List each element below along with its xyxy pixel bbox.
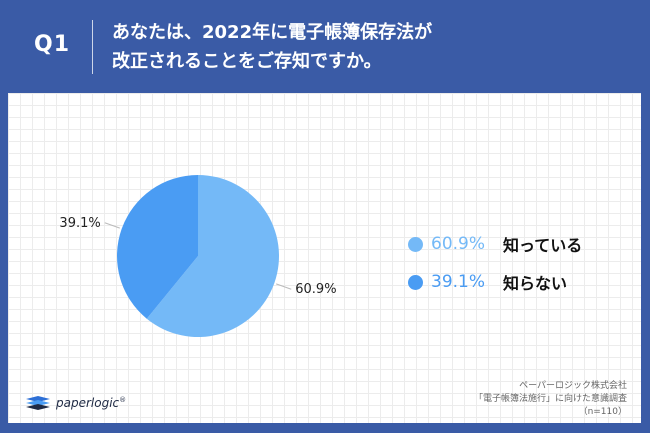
legend-item-known: 60.9% 知っている <box>408 229 582 259</box>
credit-company: ペーパーロジック株式会社 <box>519 381 627 391</box>
pie-slice-1 <box>146 175 279 337</box>
question-text: あなたは、2022年に電子帳簿保存法が 改正されることをご存知ですか。 <box>112 18 632 76</box>
slice-data-label: 39.1% <box>59 216 100 231</box>
slice-data-label: 60.9% <box>295 282 336 297</box>
legend-dot-icon <box>408 274 423 290</box>
legend-percent: 60.9% <box>431 234 486 254</box>
leader-line <box>276 283 292 290</box>
pie-chart: 60.9% 39.1% <box>59 175 337 337</box>
question-line-1: あなたは、2022年に電子帳簿保存法が <box>112 22 433 43</box>
paperlogic-logo: paperlogic® <box>24 395 126 411</box>
stack-icon <box>26 396 50 410</box>
question-number: Q1 <box>34 32 71 57</box>
legend-dot-icon <box>408 236 423 252</box>
credit-sample-size: （n=110） <box>578 407 627 417</box>
survey-credit: ペーパーロジック株式会社 「電子帳簿法施行」に向けた意識調査 （n=110） <box>474 380 627 419</box>
question-line-2: 改正されることをご存知ですか。 <box>112 51 382 72</box>
legend-label: 知っている <box>503 236 583 255</box>
legend-percent: 39.1% <box>431 272 486 292</box>
chart-card: 60.9% 39.1% 60.9% 知っている 39.1% 知らない paperl… <box>8 93 641 423</box>
credit-survey: 「電子帳簿法施行」に向けた意識調査 <box>473 394 627 404</box>
legend-label: 知らない <box>503 274 568 293</box>
legend-item-unknown: 39.1% 知らない <box>408 267 582 297</box>
chart-legend: 60.9% 知っている 39.1% 知らない <box>408 229 582 305</box>
logo-text: paperlogic® <box>56 396 127 410</box>
pie-slice-2 <box>116 175 198 319</box>
question-header: Q1 あなたは、2022年に電子帳簿保存法が 改正されることをご存知ですか。 <box>0 0 650 92</box>
header-divider <box>92 20 93 74</box>
leader-line <box>104 222 120 229</box>
